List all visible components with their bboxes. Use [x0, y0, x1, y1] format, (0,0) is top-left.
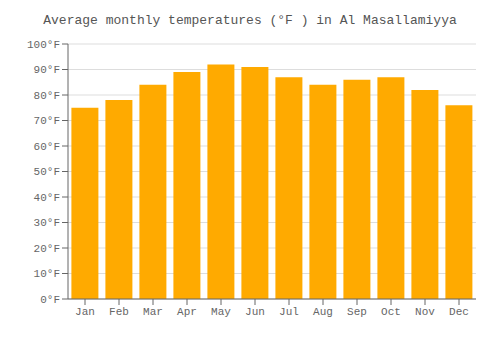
- svg-text:Sep: Sep: [347, 306, 367, 318]
- svg-text:70°F: 70°F: [34, 115, 60, 127]
- svg-text:50°F: 50°F: [34, 166, 60, 178]
- svg-text:Nov: Nov: [415, 306, 435, 318]
- svg-text:90°F: 90°F: [34, 64, 60, 76]
- svg-text:0°F: 0°F: [40, 294, 60, 306]
- svg-text:Dec: Dec: [449, 306, 469, 318]
- svg-text:Mar: Mar: [143, 306, 163, 318]
- svg-text:Jan: Jan: [75, 306, 95, 318]
- svg-text:60°F: 60°F: [34, 141, 60, 153]
- svg-text:Jul: Jul: [279, 306, 299, 318]
- svg-text:Jun: Jun: [245, 306, 265, 318]
- svg-text:Apr: Apr: [177, 306, 197, 318]
- svg-text:40°F: 40°F: [34, 192, 60, 204]
- svg-text:20°F: 20°F: [34, 243, 60, 255]
- svg-text:10°F: 10°F: [34, 268, 60, 280]
- svg-text:30°F: 30°F: [34, 217, 60, 229]
- svg-text:May: May: [211, 306, 231, 318]
- svg-text:Aug: Aug: [313, 306, 333, 318]
- svg-text:Feb: Feb: [109, 306, 129, 318]
- svg-text:80°F: 80°F: [34, 90, 60, 102]
- svg-text:Oct: Oct: [381, 306, 401, 318]
- svg-text:100°F: 100°F: [27, 39, 60, 51]
- html-text:Average monthly temperatures (: Average monthly temperatures (°F ) in Al…: [43, 13, 457, 28]
